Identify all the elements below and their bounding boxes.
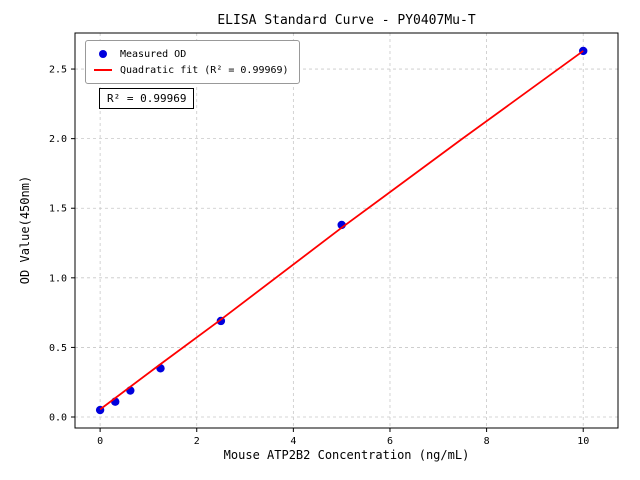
legend-label-measured-od: Measured OD [120,48,187,60]
x-tick-label: 6 [387,436,393,447]
red-line-marker-icon [94,69,112,71]
y-tick-label: 1.5 [49,204,67,215]
y-tick-label: 2.5 [49,65,67,76]
y-tick-label: 2.0 [49,134,67,145]
x-axis-label: Mouse ATP2B2 Concentration (ng/mL) [223,448,470,462]
r-squared-annotation: R² = 0.99969 [99,88,195,109]
x-tick-label: 0 [97,436,103,447]
y-tick-label: 0.0 [49,413,67,424]
blue-dot-marker-icon [99,50,107,58]
axes-frame [74,32,619,429]
fit-line [99,50,584,411]
legend-entry-measured-od: Measured OD [94,46,289,62]
legend-entry-quadratic-fit: Quadratic fit (R² = 0.99969) [94,62,289,78]
y-tick-label: 1.0 [49,273,67,284]
legend-label-quadratic-fit: Quadratic fit (R² = 0.99969) [120,64,289,76]
x-tick-label: 10 [577,436,589,447]
chart-title: ELISA Standard Curve - PY0407Mu-T [217,13,476,28]
x-tick-label: 4 [290,436,296,447]
x-tick-label: 2 [194,436,200,447]
y-axis-label: OD Value(450nm) [18,175,32,285]
x-tick-label: 8 [484,436,490,447]
legend: Measured OD Quadratic fit (R² = 0.99969) [85,40,300,84]
y-tick-label: 0.5 [49,343,67,354]
